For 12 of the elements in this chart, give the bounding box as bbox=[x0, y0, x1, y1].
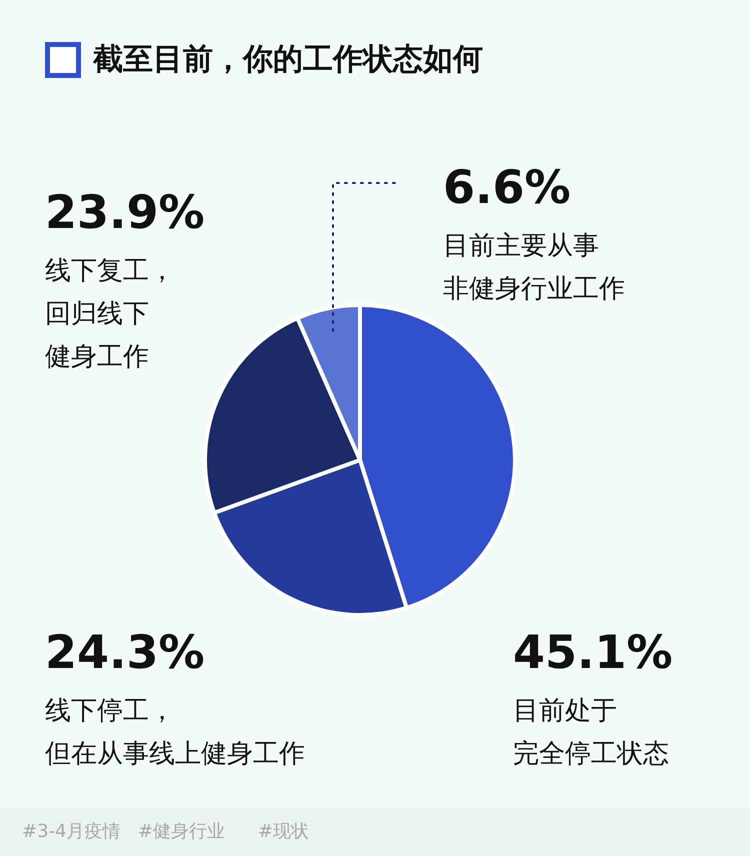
text: #现状 bbox=[258, 820, 310, 844]
data-label: 23.9% bbox=[45, 185, 205, 239]
data-label: 45.1% bbox=[513, 625, 673, 679]
data-label: 24.3% bbox=[45, 625, 206, 679]
data-label: 6.6% bbox=[443, 160, 572, 214]
slice-label: 线下停工，但在从事线上健身工作 bbox=[45, 695, 305, 771]
slice-label: 目前主要从事非健身行业工作 bbox=[443, 230, 625, 306]
text: #3-4月疫情 bbox=[22, 820, 120, 844]
slice-label: 目前处于完全停工状态 bbox=[513, 695, 670, 771]
text: #健身行业 bbox=[138, 820, 226, 844]
slice-label: 线下复工，回归线下健身工作 bbox=[45, 255, 176, 374]
chart-title: 截至目前，你的工作状态如何 bbox=[93, 41, 483, 79]
